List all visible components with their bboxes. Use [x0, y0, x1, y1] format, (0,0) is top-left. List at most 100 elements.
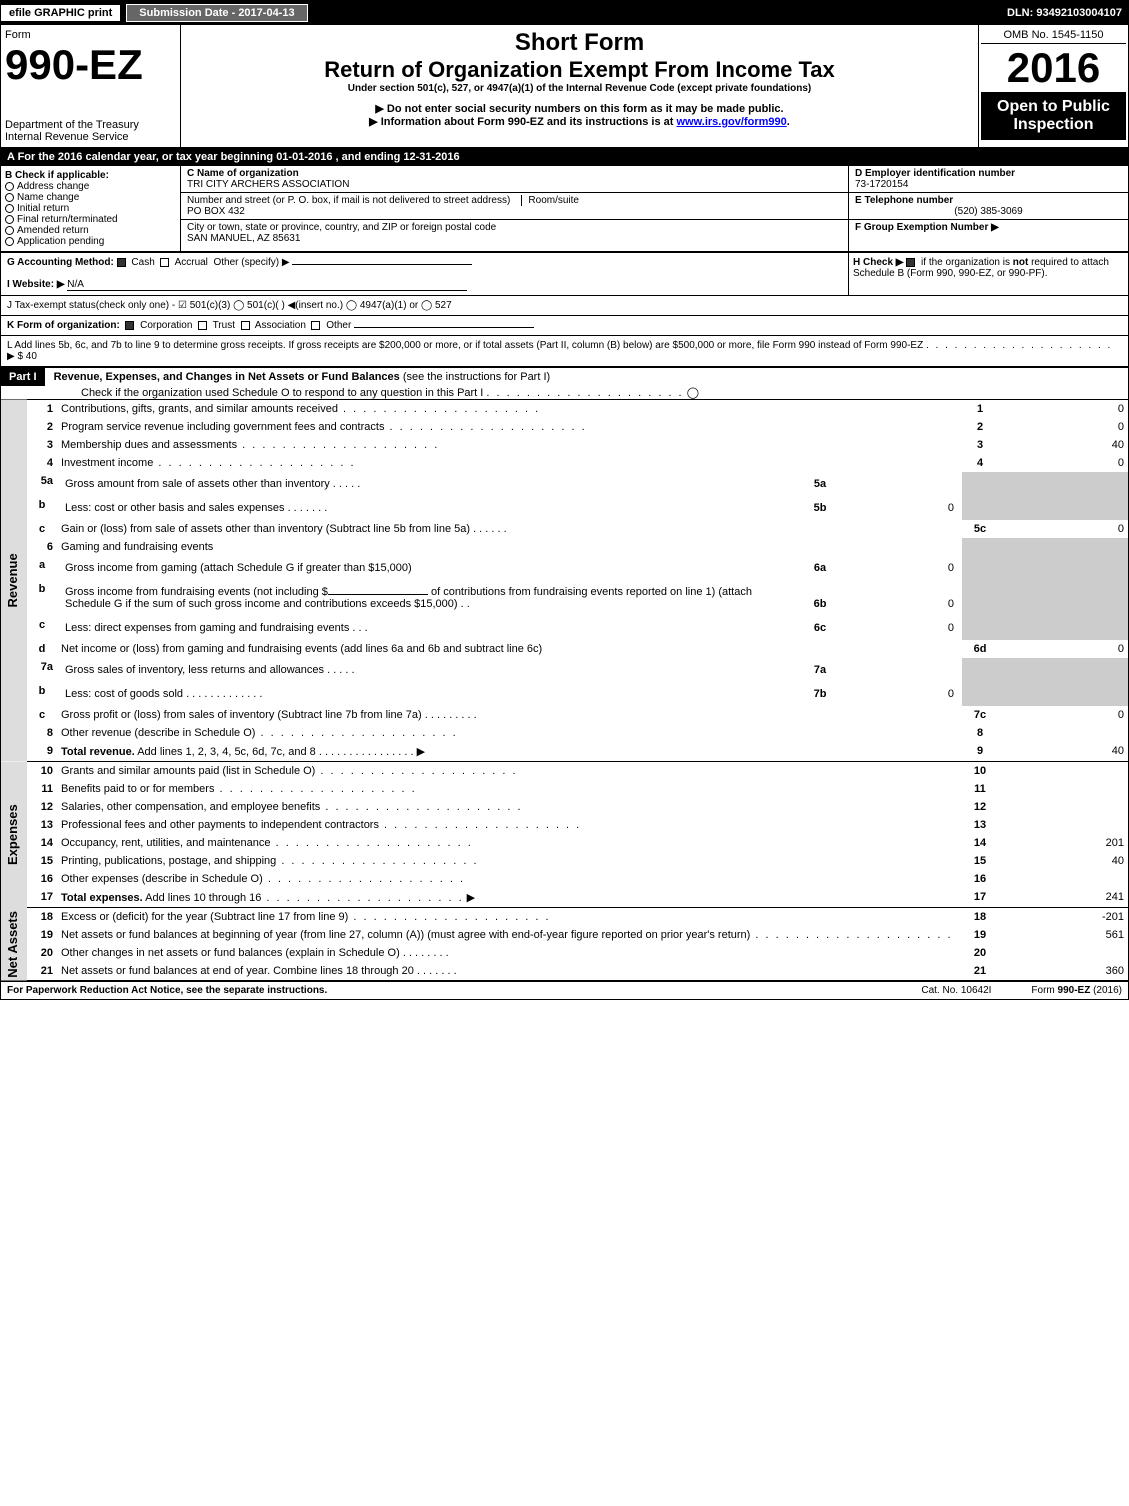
l18-val: -201	[998, 908, 1128, 927]
accrual-label: Accrual	[175, 257, 208, 268]
l6b-desc: Gross income from fundraising events (no…	[61, 583, 802, 613]
f-grp-row: F Group Exemption Number ▶	[849, 220, 1128, 235]
l4-desc: Investment income	[61, 457, 153, 469]
l7c-val: 0	[998, 706, 1128, 724]
l15-val: 40	[998, 852, 1128, 870]
l15-desc: Printing, publications, postage, and shi…	[61, 855, 276, 867]
l13-val	[998, 816, 1128, 834]
g-label: G Accounting Method:	[7, 257, 114, 268]
info-text: ▶ Information about Form 990-EZ and its …	[185, 115, 974, 128]
corp-checkbox[interactable]	[125, 321, 134, 330]
l7a-desc: Gross sales of inventory, less returns a…	[61, 661, 802, 679]
org-address: PO BOX 432	[187, 206, 245, 217]
l6a-val: 0	[838, 559, 958, 577]
b-item-final[interactable]: Final return/terminated	[5, 214, 176, 225]
part1-label: Part I	[1, 368, 45, 386]
l3-val: 40	[998, 436, 1128, 454]
c-city-row: City or town, state or province, country…	[181, 220, 848, 246]
line-7b: b Less: cost of goods sold . . . . . . .…	[1, 682, 1128, 706]
line-2: 2 Program service revenue including gove…	[1, 418, 1128, 436]
omb-number: OMB No. 1545-1150	[981, 27, 1126, 44]
line-9: 9 Total revenue. Add lines 1, 2, 3, 4, 5…	[1, 742, 1128, 762]
l12-desc: Salaries, other compensation, and employ…	[61, 801, 320, 813]
do-not-enter: ▶ Do not enter social security numbers o…	[185, 102, 974, 115]
l9-val: 40	[998, 742, 1128, 762]
l19-val: 561	[998, 926, 1128, 944]
tel-label: E Telephone number	[855, 195, 953, 206]
part1-check-val[interactable]: ◯	[687, 387, 699, 399]
l6c-desc: Less: direct expenses from gaming and fu…	[61, 619, 802, 637]
form-number: 990-EZ	[5, 41, 176, 89]
b-item-amended[interactable]: Amended return	[5, 225, 176, 236]
line-6b: b Gross income from fundraising events (…	[1, 580, 1128, 616]
l7a-val	[838, 661, 958, 679]
l5b-desc: Less: cost or other basis and sales expe…	[61, 499, 802, 517]
h-checkbox[interactable]	[906, 258, 915, 267]
line-6: 6 Gaming and fundraising events	[1, 538, 1128, 556]
assoc-checkbox[interactable]	[241, 321, 250, 330]
form-page: efile GRAPHIC print Submission Date - 20…	[0, 0, 1129, 1000]
cash-checkbox[interactable]	[117, 258, 126, 267]
section-b: B Check if applicable: Address change Na…	[1, 166, 181, 251]
line-10: Expenses 10 Grants and similar amounts p…	[1, 762, 1128, 781]
website-value: N/A	[67, 279, 467, 291]
b-item-name[interactable]: Name change	[5, 192, 176, 203]
ein-value: 73-1720154	[855, 179, 908, 190]
l11-desc: Benefits paid to or for members	[61, 783, 214, 795]
corp-label: Corporation	[140, 320, 192, 331]
trust-checkbox[interactable]	[198, 321, 207, 330]
form-label: Form	[5, 29, 176, 41]
line-3: 3 Membership dues and assessments 3 40	[1, 436, 1128, 454]
accrual-checkbox[interactable]	[160, 258, 169, 267]
other-label: Other (specify) ▶	[213, 257, 289, 268]
line-20: 20 Other changes in net assets or fund b…	[1, 944, 1128, 962]
l6c-val: 0	[838, 619, 958, 637]
other-checkbox[interactable]	[311, 321, 320, 330]
line-21: 21 Net assets or fund balances at end of…	[1, 962, 1128, 980]
line-4: 4 Investment income 4 0	[1, 454, 1128, 472]
header-mid: Short Form Return of Organization Exempt…	[181, 25, 978, 147]
other-input[interactable]	[292, 264, 472, 265]
l1-val: 0	[998, 400, 1128, 418]
line-7a: 7a Gross sales of inventory, less return…	[1, 658, 1128, 682]
line-13: 13 Professional fees and other payments …	[1, 816, 1128, 834]
c-name-label: C Name of organization	[187, 168, 299, 179]
part1-title: Revenue, Expenses, and Changes in Net As…	[48, 371, 400, 383]
grp-label: F Group Exemption Number ▶	[855, 222, 999, 233]
l11-val	[998, 780, 1128, 798]
l14-val: 201	[998, 834, 1128, 852]
l3-desc: Membership dues and assessments	[61, 439, 237, 451]
c-addr-label: Number and street (or P. O. box, if mail…	[187, 195, 510, 206]
l20-val	[998, 944, 1128, 962]
part1-check-text: Check if the organization used Schedule …	[1, 387, 483, 399]
b-item-address[interactable]: Address change	[5, 181, 176, 192]
l19-desc: Net assets or fund balances at beginning…	[61, 929, 750, 941]
line-16: 16 Other expenses (describe in Schedule …	[1, 870, 1128, 888]
info-link[interactable]: www.irs.gov/form990	[677, 116, 787, 128]
line-6c: c Less: direct expenses from gaming and …	[1, 616, 1128, 640]
row-a-tax-year: A For the 2016 calendar year, or tax yea…	[1, 149, 1128, 166]
b-item-pending[interactable]: Application pending	[5, 236, 176, 247]
short-form-title: Short Form	[185, 29, 974, 57]
l21-desc: Net assets or fund balances at end of ye…	[61, 965, 414, 977]
c-city-label: City or town, state or province, country…	[187, 222, 496, 233]
line-14: 14 Occupancy, rent, utilities, and maint…	[1, 834, 1128, 852]
k-other-input[interactable]	[354, 327, 534, 328]
e-tel-row: E Telephone number (520) 385-3069	[849, 193, 1128, 220]
line-11: 11 Benefits paid to or for members 11	[1, 780, 1128, 798]
section-g: G Accounting Method: Cash Accrual Other …	[1, 253, 848, 295]
ein-label: D Employer identification number	[855, 168, 1015, 179]
org-city: SAN MANUEL, AZ 85631	[187, 233, 300, 244]
l6a-desc: Gross income from gaming (attach Schedul…	[61, 559, 802, 577]
dln-label: DLN: 93492103004107	[1007, 7, 1128, 19]
l9-desc: Total revenue.	[61, 746, 135, 758]
section-h: H Check ▶ if the organization is not req…	[848, 253, 1128, 295]
org-name: TRI CITY ARCHERS ASSOCIATION	[187, 179, 349, 190]
section-d: D Employer identification number 73-1720…	[848, 166, 1128, 251]
l1-desc: Contributions, gifts, grants, and simila…	[61, 403, 338, 415]
b-item-initial[interactable]: Initial return	[5, 203, 176, 214]
info-grid: B Check if applicable: Address change Na…	[1, 166, 1128, 253]
footer-center: Cat. No. 10642I	[921, 985, 991, 996]
section-c: C Name of organization TRI CITY ARCHERS …	[181, 166, 848, 251]
c-name-row: C Name of organization TRI CITY ARCHERS …	[181, 166, 848, 193]
